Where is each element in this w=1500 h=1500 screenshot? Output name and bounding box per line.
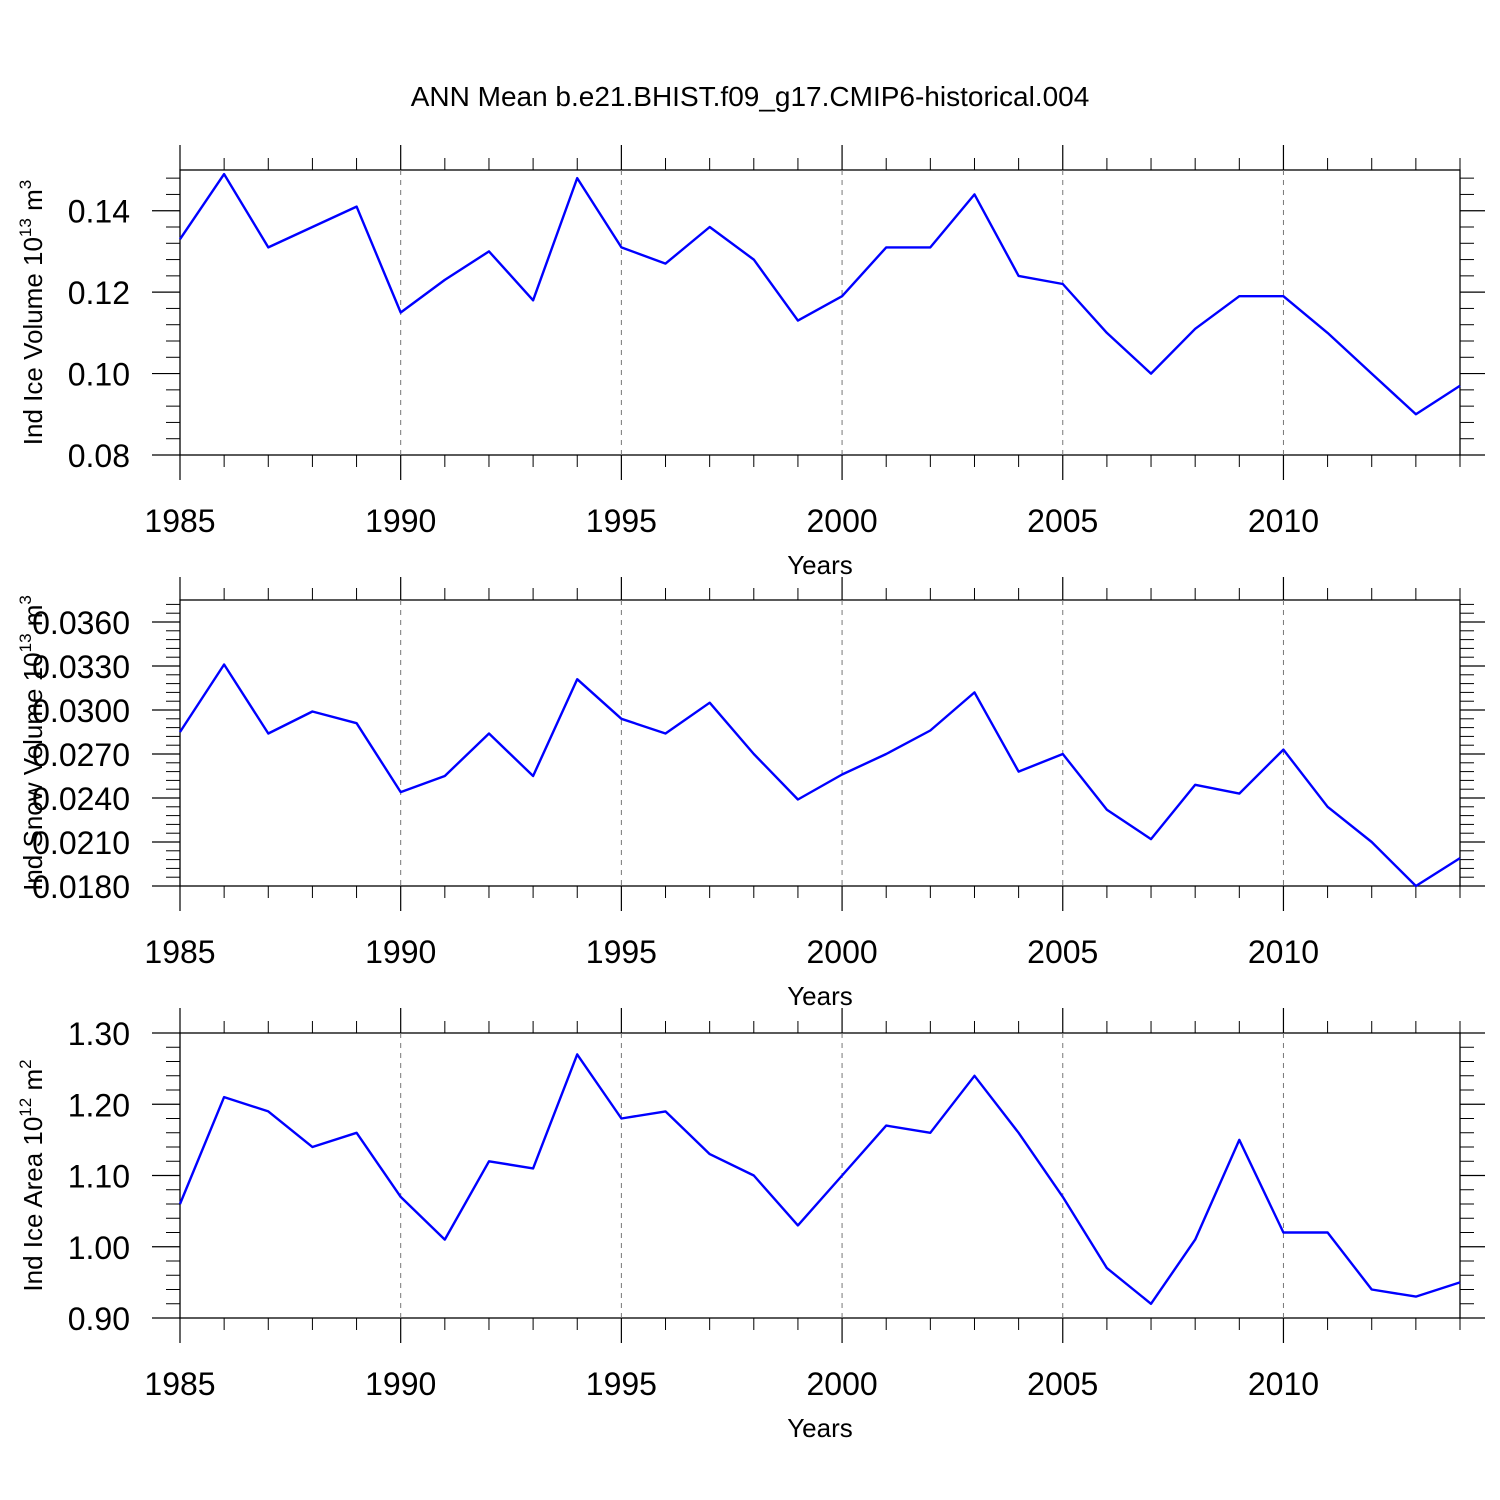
chart-panel-3: 0.90 1.00 1.10 1.20 1.30 1985 1990 1995 2000 2005… [16, 1008, 1485, 1443]
y-axis-label: Ind Snow Volume 1013 m3 [16, 595, 48, 891]
x-axis-label: Years [787, 550, 853, 580]
plot-frame [179, 1032, 1461, 1319]
y-tick-label: 1.30 [68, 1016, 130, 1052]
x-tick-label: 2010 [1248, 934, 1319, 970]
x-tick-label: 2010 [1248, 503, 1319, 539]
x-tick-label: 1995 [586, 503, 657, 539]
y-tick-label: 1.00 [68, 1230, 130, 1266]
chart-title: ANN Mean b.e21.BHIST.f09_g17.CMIP6-histo… [411, 81, 1090, 112]
x-tick-label: 2010 [1248, 1366, 1319, 1402]
plot-frame [179, 599, 1461, 887]
x-tick-label: 1985 [144, 503, 215, 539]
chart-panel-2: 0.0180 0.0210 0.0240 0.0270 0.0300 0.0330 0.03… [16, 577, 1485, 1011]
y-tick-label: 0.0180 [32, 869, 130, 905]
x-tick-label: 2005 [1027, 503, 1098, 539]
chart-panel-1: 0.08 0.10 0.12 0.14 1985 1990 1995 2000 2005 2010… [16, 145, 1485, 580]
x-tick-label: 1990 [365, 503, 436, 539]
y-tick-label: 0.90 [68, 1301, 130, 1337]
y-tick-label: 0.0270 [32, 737, 130, 773]
x-axis-label: Years [787, 1413, 853, 1443]
x-tick-label: 1990 [365, 934, 436, 970]
x-tick-label: 2005 [1027, 934, 1098, 970]
x-tick-label: 2000 [806, 934, 877, 970]
y-tick-label: 0.0360 [32, 605, 130, 641]
y-tick-label: 1.10 [68, 1159, 130, 1195]
y-axis-label: Ind Ice Area 1012 m2 [16, 1059, 48, 1291]
y-tick-label: 0.14 [68, 194, 130, 230]
x-tick-label: 2000 [806, 503, 877, 539]
series-line [179, 172, 1461, 416]
y-tick-label: 0.0300 [32, 693, 130, 729]
x-tick-label: 1995 [586, 934, 657, 970]
y-tick-label: 0.0330 [32, 649, 130, 685]
y-tick-label: 1.20 [68, 1087, 130, 1123]
y-tick-label: 0.10 [68, 357, 130, 393]
series-line [178, 1053, 1461, 1306]
y-tick-label: 0.12 [68, 275, 130, 311]
series-line [178, 663, 1461, 888]
x-tick-label: 1990 [365, 1366, 436, 1402]
x-tick-label: 1995 [586, 1366, 657, 1402]
x-tick-label: 1985 [144, 1366, 215, 1402]
panels: 0.08 0.10 0.12 0.14 1985 1990 1995 2000 2005 2010… [16, 145, 1485, 1443]
y-tick-label: 0.0240 [32, 781, 130, 817]
x-axis-label: Years [787, 981, 853, 1011]
x-tick-label: 1985 [144, 934, 215, 970]
y-tick-label: 0.08 [68, 438, 130, 474]
plot-frame [179, 169, 1461, 456]
x-tick-label: 2000 [806, 1366, 877, 1402]
x-tick-label: 2005 [1027, 1366, 1098, 1402]
y-tick-label: 0.0210 [32, 825, 130, 861]
y-axis-label: Ind Ice Volume 1013 m3 [16, 180, 48, 445]
